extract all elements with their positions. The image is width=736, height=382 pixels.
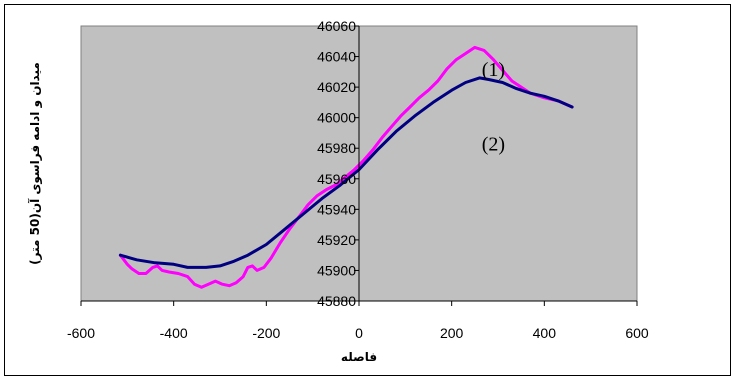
y-tick-label: 46020 [317,79,356,95]
annotation-1: (1) [482,59,505,81]
y-tick-label: 45880 [317,293,356,309]
ticks-layer: -600 -400 -200 0 200 400 600 45880 45900 45920 459… [67,18,649,341]
x-tick-label: 600 [625,325,649,341]
annotations-layer: (1) (2) [482,59,505,156]
x-axis-title: فاصله [341,350,377,364]
y-tick-label: 45940 [317,201,356,217]
y-tick-label: 45980 [317,140,356,156]
y-axis-title: میدان و ادامه فراسوی آن(50 متر) [27,62,43,265]
x-tick-label: -600 [67,325,95,341]
y-tick-label: 45900 [317,262,356,278]
x-tick-label: 400 [533,325,557,341]
y-tick-label: 46040 [317,49,356,65]
x-tick-label: 200 [440,325,464,341]
y-tick-label: 46000 [317,110,356,126]
chart-frame: -600 -400 -200 0 200 400 600 45880 45900 45920 459… [4,4,731,376]
series-line-1 [118,45,574,289]
x-tick-label: -200 [252,325,280,341]
y-tick-label: 45960 [317,171,356,187]
chart: -600 -400 -200 0 200 400 600 45880 45900 45920 459… [27,18,649,364]
y-tick-label: 45920 [317,232,356,248]
annotation-2: (2) [482,134,505,156]
y-tick-label: 46060 [317,18,356,34]
x-tick-label: -400 [160,325,188,341]
x-tick-label: 0 [355,325,363,341]
